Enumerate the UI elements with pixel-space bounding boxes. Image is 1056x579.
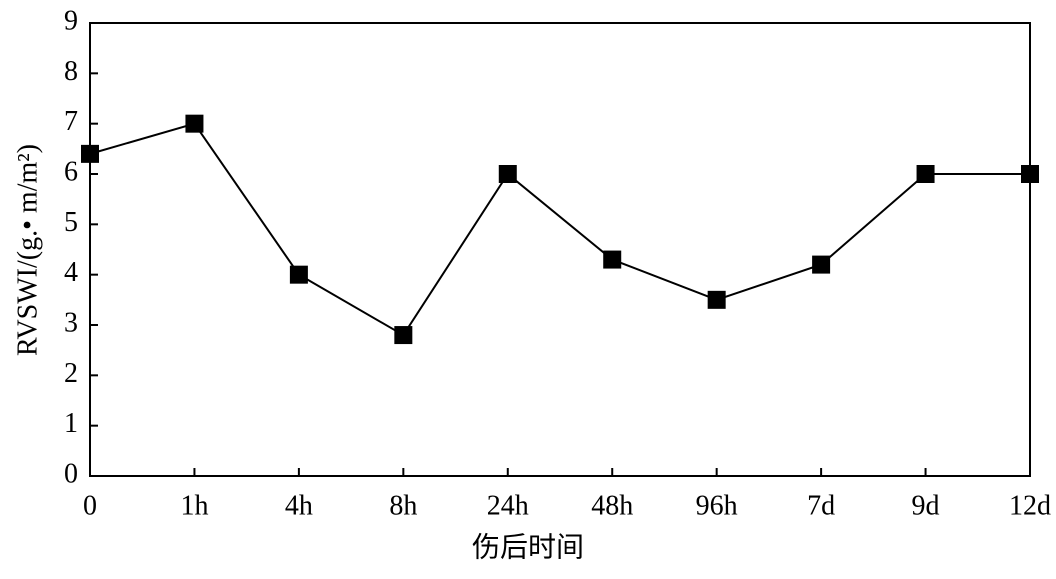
x-tick-label: 96h <box>696 490 738 521</box>
y-tick-label: 6 <box>64 156 78 187</box>
data-point <box>289 265 308 284</box>
y-tick-label: 0 <box>64 458 78 489</box>
y-tick-label: 5 <box>64 207 78 238</box>
data-point <box>81 144 99 163</box>
data-line <box>89 122 1030 337</box>
x-axis-label: 伤后时间 <box>472 531 584 563</box>
y-tick-label: 7 <box>64 106 78 137</box>
data-point <box>498 165 517 183</box>
plot-frame <box>89 22 1031 477</box>
data-point <box>916 165 935 183</box>
data-point <box>603 250 622 269</box>
y-tick-label: 3 <box>64 307 78 338</box>
y-tick-label: 8 <box>64 56 78 87</box>
data-point <box>812 255 831 274</box>
y-axis-label: RVSWI/(g.• m/m²) <box>12 144 43 356</box>
x-tick-label: 24h <box>487 490 529 521</box>
y-tick-label: 4 <box>64 257 78 288</box>
x-tick-label: 1h <box>180 490 208 521</box>
y-tick-label: 1 <box>64 408 78 439</box>
data-point <box>707 290 726 309</box>
x-tick-label: 7d <box>807 490 835 521</box>
x-tick-label: 9d <box>912 490 940 521</box>
x-tick-label: 8h <box>389 490 417 521</box>
y-tick-label: 9 <box>64 5 78 36</box>
data-point <box>1021 165 1039 183</box>
x-tick-label: 4h <box>285 490 313 521</box>
data-point <box>185 114 204 133</box>
y-tick-label: 2 <box>64 358 78 389</box>
data-point <box>394 326 413 345</box>
x-tick-label: 12d <box>1009 490 1051 521</box>
x-tick-label: 48h <box>591 490 633 521</box>
x-tick-label: 0 <box>83 490 97 521</box>
